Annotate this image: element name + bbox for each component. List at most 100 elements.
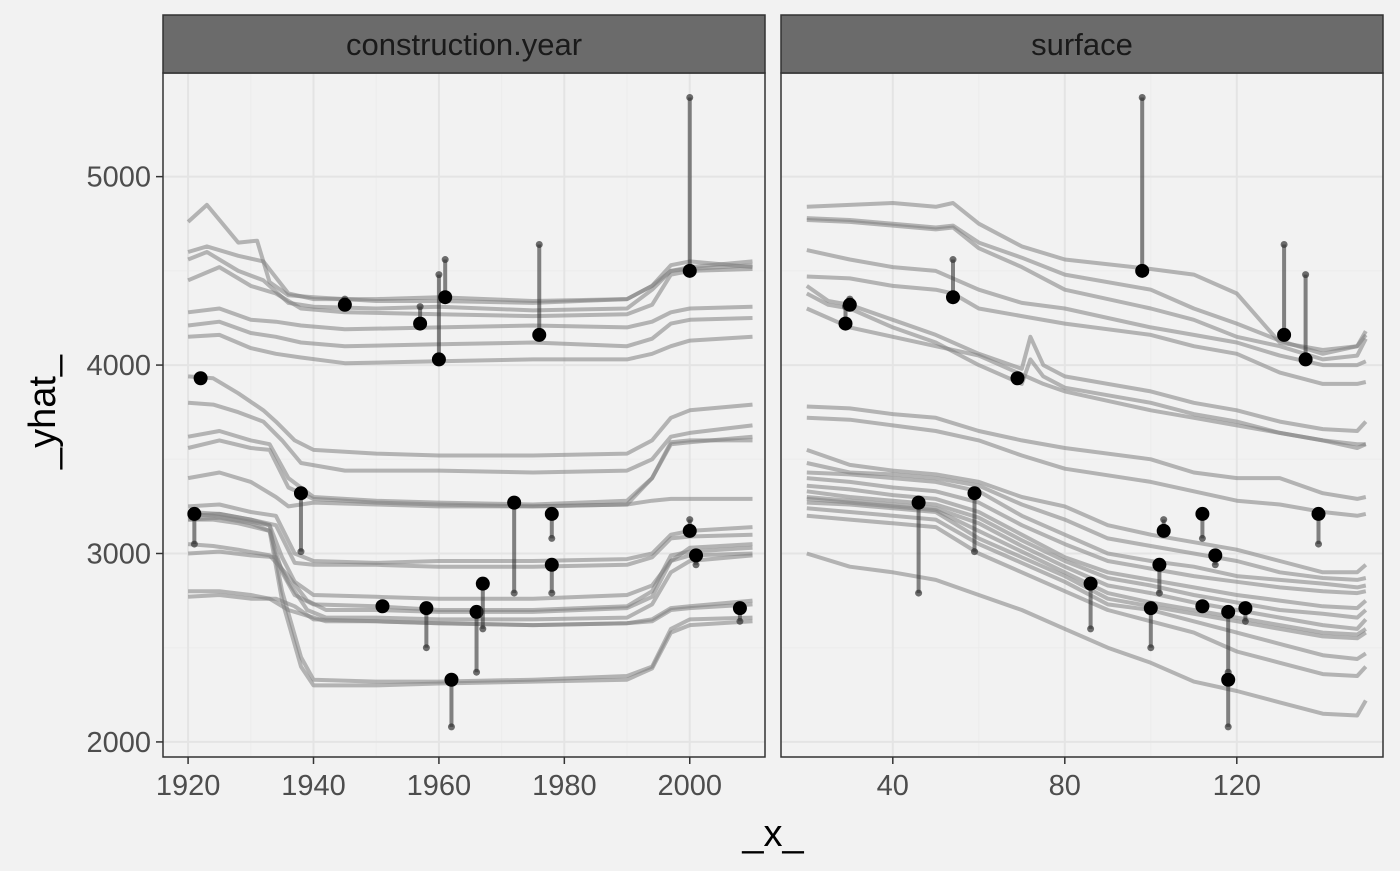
prediction-point-9 [444,672,459,687]
observed-marker-5 [416,303,424,311]
profile-line-5 [805,284,1368,433]
observed-marker-15 [548,589,556,597]
observed-marker-17 [1280,240,1288,248]
x-tick-label: 2000 [657,770,722,802]
prediction-point-19 [1311,506,1326,521]
observed-marker-12 [510,589,518,597]
observed-marker-19 [736,617,744,625]
prediction-point-18 [1298,352,1313,367]
observed-marker-8 [441,256,449,264]
observed-marker-2 [297,548,305,556]
observed-marker-7 [1138,93,1146,101]
y-axis-title: _yhat_ [22,354,64,470]
profile-line-11 [187,470,753,509]
profile-line-4 [806,274,1367,386]
profile-line-11 [806,461,1367,582]
observed-marker-17 [686,516,694,524]
prediction-point-3 [337,297,352,312]
profile-line-21 [806,551,1368,718]
observed-marker-11 [1198,534,1206,542]
prediction-point-14 [544,506,559,521]
prediction-point-17 [1277,327,1292,342]
prediction-point-8 [438,290,453,305]
observed-marker-10 [1160,516,1168,524]
prediction-point-15 [544,557,559,572]
x-axis-title: _x_ [741,813,804,855]
y-tick-label: 5000 [86,162,151,194]
prediction-point-7 [1135,263,1150,278]
observed-marker-1 [190,540,198,548]
prediction-point-12 [1195,599,1210,614]
prediction-point-12 [507,495,522,510]
profile-line-12 [187,502,753,565]
prediction-point-6 [1083,576,1098,591]
prediction-point-16 [682,263,697,278]
prediction-point-10 [469,604,484,619]
prediction-point-0 [193,371,208,386]
observed-marker-16 [686,93,694,101]
prediction-point-13 [1208,548,1223,563]
prediction-point-10 [1156,523,1171,538]
prediction-point-1 [842,297,857,312]
facet-strip-label: surface [1031,27,1133,62]
prediction-point-3 [946,290,960,305]
profile-line-2 [187,250,753,313]
observed-marker-13 [535,240,543,248]
facet-panel-0: construction.year 1920 1940 1960 1980 2000 [156,14,766,802]
x-tick-label: 40 [877,770,909,802]
observed-marker-2 [915,589,923,597]
profile-line-18 [806,500,1367,641]
profile-line-17 [187,549,753,622]
facet-strip [162,14,766,74]
prediction-point-19 [732,601,747,616]
profile-line-16 [187,542,753,614]
profile-line-14 [806,483,1368,611]
observed-marker-8 [1147,644,1155,652]
profile-line-15 [806,489,1368,620]
y-axis: 2000 3000 4000 5000 [86,162,163,759]
x-tick-label: 1960 [407,770,472,802]
prediction-point-13 [532,327,547,342]
prediction-point-4 [967,486,982,501]
observed-marker-14 [548,534,556,542]
observed-marker-15 [1224,723,1232,731]
prediction-point-18 [689,548,704,563]
observed-marker-11 [479,625,487,633]
observed-marker-10 [473,668,481,676]
x-tick-label: 80 [1049,770,1081,802]
prediction-point-6 [419,601,434,616]
profile-line-8 [806,404,1367,501]
prediction-point-5 [1010,371,1025,386]
profile-line-7 [187,374,753,458]
prediction-point-8 [1143,601,1158,616]
profile-line-19 [187,593,753,628]
observed-marker-4 [971,548,978,556]
observed-marker-9 [1155,589,1163,597]
y-tick-label: 2000 [86,727,151,759]
prediction-point-9 [1152,557,1167,572]
panels: construction.year 1920 1940 1960 1980 2000 sur… [156,14,1384,802]
x-tick-label: 1920 [156,770,221,802]
prediction-point-4 [375,599,390,614]
x-tick-label: 120 [1213,770,1261,802]
observed-marker-16 [1241,617,1249,625]
y-tick-label: 4000 [86,350,151,382]
prediction-point-14 [1221,604,1236,619]
profile-line-10 [806,448,1368,575]
observed-marker-13 [1211,561,1219,569]
prediction-point-11 [1195,506,1210,521]
observed-marker-18 [1302,271,1310,279]
prediction-point-0 [838,316,853,331]
x-tick-label: 1980 [532,770,597,802]
profile-line-12 [806,470,1367,590]
prediction-point-2 [911,495,926,510]
observed-marker-7 [435,271,443,279]
observed-marker-6 [422,644,430,652]
observed-marker-3 [949,256,957,264]
panel-background [781,73,1383,757]
x-tick-label: 1940 [281,770,346,802]
observed-marker-9 [447,723,455,731]
facet-strip [780,14,1384,74]
prediction-point-11 [475,576,490,591]
profile-line-21 [187,515,753,688]
